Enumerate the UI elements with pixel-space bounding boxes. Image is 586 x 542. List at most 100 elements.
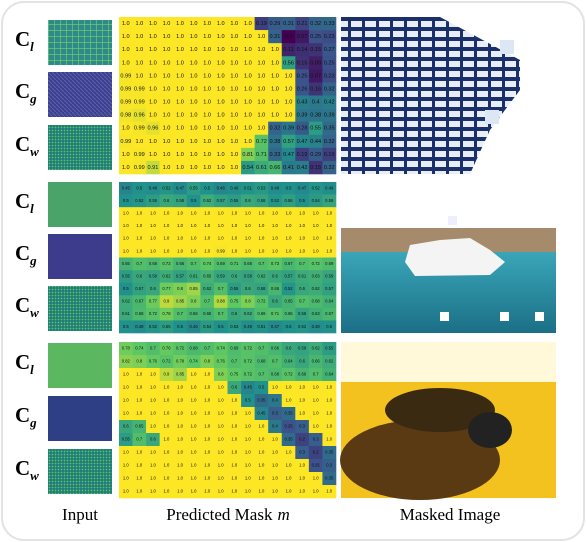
mask-cell [308,95,323,109]
mask-value: 1.0 [149,100,157,106]
mask-value: 1.0 [191,489,197,494]
mask-value: 1.0 [217,139,225,145]
mask-cell [281,257,296,271]
row-label: Cw [15,132,39,159]
mask-value: 1.0 [149,139,157,145]
mask-value: 0.85 [176,299,185,304]
mask-value: 1.0 [136,248,142,253]
label-main: C [15,456,30,480]
mask-value: 0.35 [325,450,334,455]
mask-value: 1.0 [230,165,238,171]
mask-value: 1.0 [244,86,252,92]
mask-value: 1.0 [164,476,170,481]
mask-value: 1.0 [271,86,279,92]
mask-value: 1.0 [286,223,292,228]
mask-cell [186,394,201,408]
mask-value: 0.81 [242,152,253,158]
mask-cell [308,394,323,408]
mask-value: 0.39 [324,113,335,119]
mask-value: 1.0 [204,398,210,403]
mask-cell [146,407,160,421]
mask-value: 1.0 [313,424,319,429]
mask-cell [132,295,147,309]
mask-value: 0.76 [162,346,171,351]
row-label: Cg [15,403,37,430]
mask-cell [308,182,323,195]
mask-cell [186,342,201,356]
mask-value: 1.0 [272,236,278,241]
mask-value: 1.0 [258,424,264,429]
mask-value: 1.0 [217,60,225,66]
mask-cell [173,17,188,31]
mask-cell [132,433,147,447]
mask-value: 1.0 [123,236,129,241]
mask-value: 0.98 [120,113,131,119]
mask-value: 0.45 [257,411,266,416]
mask-cell [254,244,269,258]
mask-value: 0.46 [217,185,226,190]
mask-cell [159,320,174,334]
mask-cell [119,320,133,334]
mask-cell [200,307,215,321]
mask-cell [173,307,188,321]
mask-cell [146,134,160,149]
mask-value: 1.0 [286,248,292,253]
mask-cell [241,307,255,321]
mask-value: 1.0 [271,100,279,106]
mask-cell [268,56,283,70]
mask-cell [200,56,215,70]
mask-cell [281,320,296,334]
mask-value: 0.6 [231,311,237,316]
mask-cell [268,17,283,31]
mask-value: 0.55 [122,437,131,442]
mask-value: 0.31 [270,34,281,40]
mask-value: 1.0 [177,223,183,228]
mask-cell [159,69,174,83]
mask-value: 1.0 [203,113,211,119]
mask-value: 0.99 [134,86,145,92]
mask-cell [146,108,160,122]
mask-cell [132,232,147,246]
mask-cell [132,95,147,109]
mask-value: 1.0 [285,73,293,79]
mask-value: 0.7 [150,346,156,351]
mask-cell [200,43,215,57]
mask-value: 1.0 [313,248,319,253]
mask-cell [281,82,296,96]
mask-value: 0.66 [271,286,280,291]
mask-value: 1.0 [217,152,225,158]
mask-value: 0.47 [297,139,308,145]
mask-cell [241,459,255,473]
mask-value: 1.0 [244,73,252,79]
mask-cell [254,433,269,447]
mask-value: 1.0 [164,489,170,494]
mask-cell [227,433,242,447]
mask-cell [119,295,133,309]
mask-value: 0.8 [177,286,183,291]
mask-cell [254,219,269,233]
mask-cell [322,82,337,96]
mask-value: 0.58 [257,198,266,203]
label-main: C [15,403,30,427]
mask-cell [241,121,255,136]
mask-cell [146,282,160,296]
mask-value: 0.61 [190,273,199,278]
mask-cell [322,282,337,296]
mask-value: 0.5 [123,286,129,291]
mask-cell [308,355,323,369]
mask-cell [173,355,188,369]
mask-cell [241,43,255,57]
mask-value: 1.0 [230,100,238,106]
mask-cell [268,232,283,246]
mask-cell [322,232,337,246]
mask-value: 1.0 [123,476,129,481]
mask-value: 1.0 [258,113,266,119]
mask-value: 0.4 [272,398,278,403]
mask-value: 1.0 [231,437,237,442]
mask-cell [213,219,228,233]
mask-value: 1.0 [163,165,171,171]
mask-value: 0.65 [203,311,212,316]
mask-value: 0.6 [136,273,142,278]
mask-value: 1.0 [123,211,129,216]
mask-value: 0.6 [150,286,156,291]
